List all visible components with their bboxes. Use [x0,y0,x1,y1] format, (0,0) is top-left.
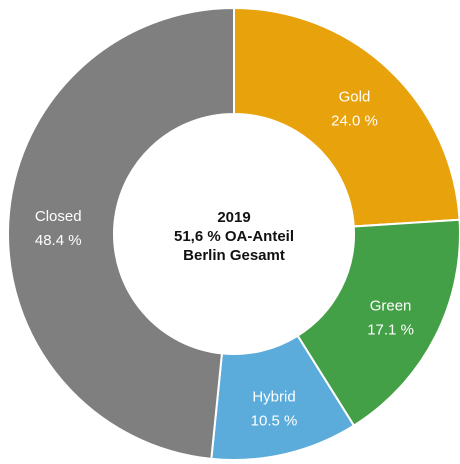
labels-group: Gold 24.0 % Green 17.1 % Hybrid 10.5 % Closed 4… [35,89,414,430]
donut-hole [114,114,354,354]
slice-label-green: Green [370,297,412,314]
center-line-year: 2019 [217,209,250,226]
slice-label-gold: Gold [339,89,371,106]
slice-label-hybrid: Hybrid [252,388,295,405]
slice-value-hybrid: 10.5 % [251,412,298,429]
slice-value-green: 17.1 % [367,321,414,338]
center-line-oa-share: 51,6 % OA-Anteil [174,228,294,245]
slice-value-closed: 48.4 % [35,232,82,249]
center-line-scope: Berlin Gesamt [183,247,285,264]
slice-label-closed: Closed [35,208,82,225]
slice-value-gold: 24.0 % [331,113,378,130]
slices-group [7,6,460,461]
